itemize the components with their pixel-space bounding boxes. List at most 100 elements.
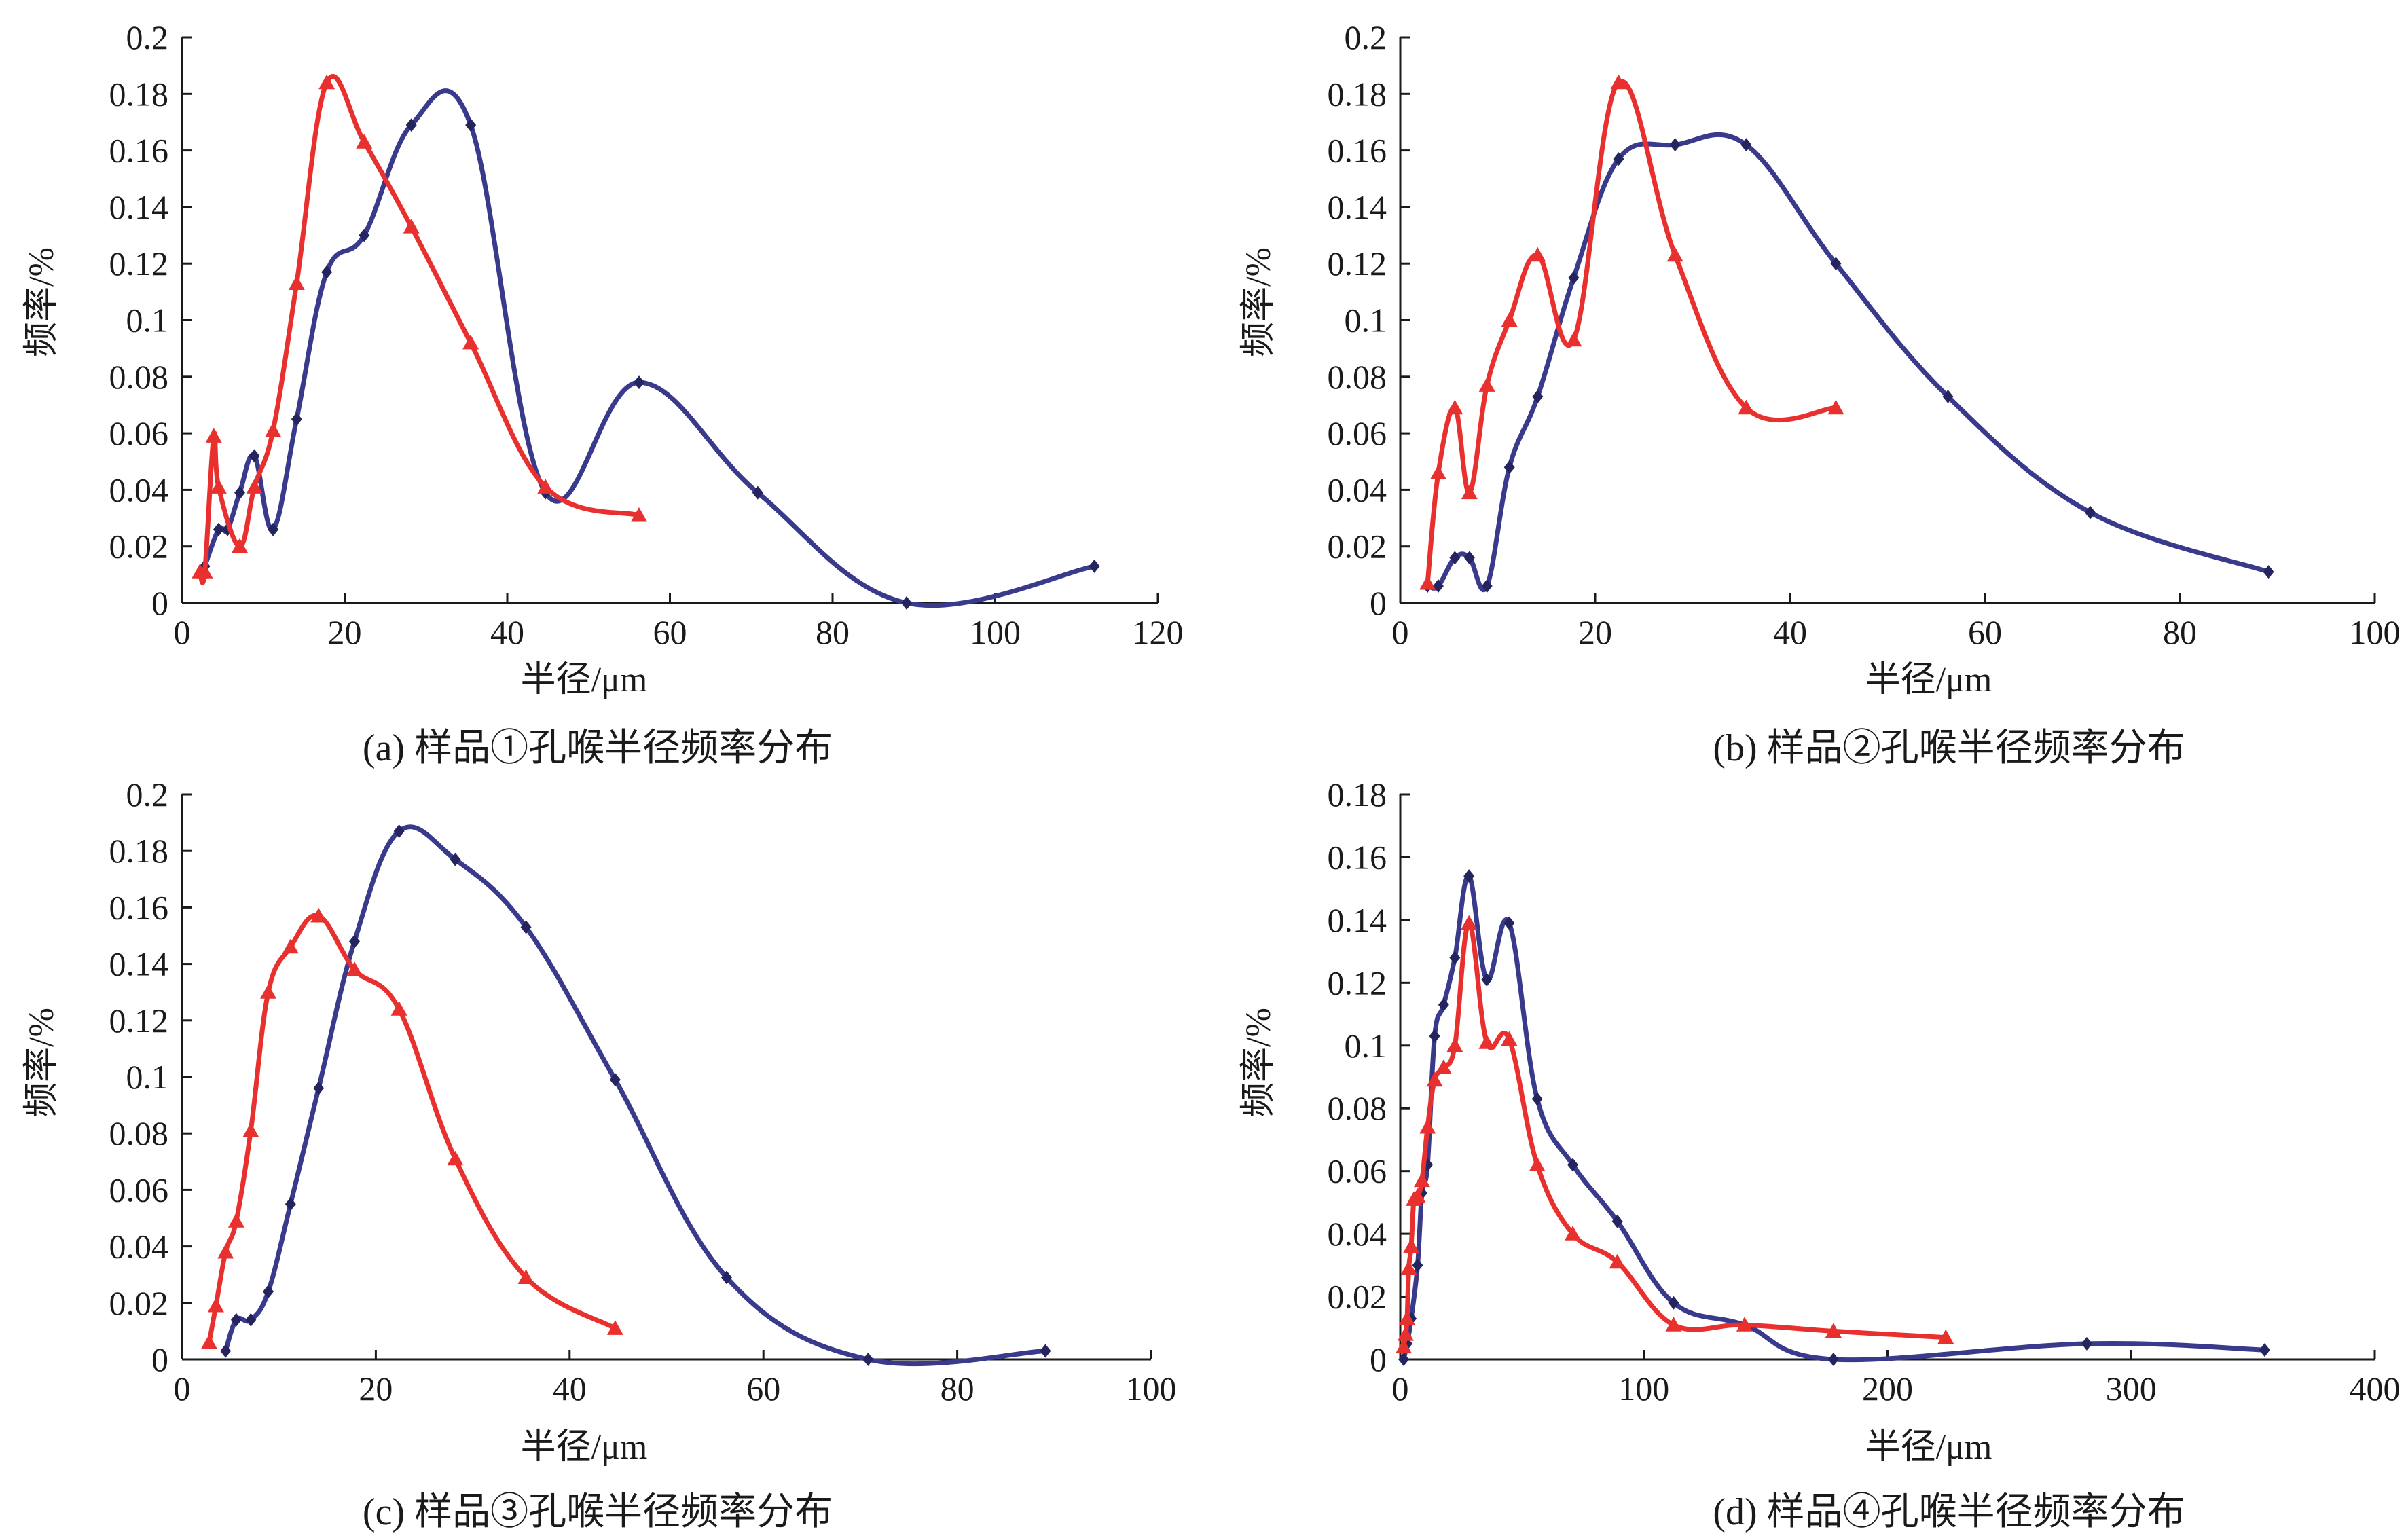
- x-tick-label: 20: [1578, 613, 1612, 651]
- x-tick-label: 200: [1862, 1370, 1913, 1408]
- data-point-diamond: [2263, 565, 2274, 579]
- x-tick-label: 100: [1618, 1370, 1669, 1408]
- y-tick-label: 0.06: [1328, 414, 1387, 452]
- data-point-diamond: [1568, 271, 1580, 285]
- data-point-triangle: [1409, 1188, 1426, 1203]
- data-point-triangle: [1825, 1323, 1842, 1338]
- data-point-triangle: [462, 334, 479, 350]
- data-point-triangle: [517, 1269, 534, 1284]
- data-point-triangle: [1403, 1238, 1420, 1253]
- data-point-triangle: [1501, 1031, 1518, 1046]
- y-tick-label: 0.02: [109, 1284, 169, 1322]
- data-point-triangle: [232, 538, 249, 553]
- data-point-diamond: [2259, 1343, 2270, 1357]
- panel-c-caption: (c) 样品③孔喉半径频率分布: [363, 1491, 833, 1533]
- panel-d-caption: (d) 样品④孔喉半径频率分布: [1713, 1491, 2185, 1533]
- data-point-triangle: [1529, 246, 1546, 262]
- data-point-diamond: [1827, 1353, 1839, 1366]
- panel-a-ylabel: 频率/%: [22, 247, 61, 357]
- data-point-diamond: [609, 1073, 621, 1087]
- data-point-diamond: [633, 375, 644, 390]
- x-tick-label: 120: [1133, 613, 1184, 651]
- x-tick-label: 0: [174, 1370, 191, 1408]
- y-tick-label: 0.08: [109, 358, 169, 396]
- data-point-triangle: [205, 428, 222, 443]
- data-point-triangle: [210, 479, 227, 494]
- y-tick-label: 0.1: [126, 1058, 169, 1096]
- y-tick-label: 0.14: [109, 945, 169, 983]
- data-point-diamond: [1432, 579, 1444, 593]
- data-point-triangle: [346, 961, 363, 976]
- series-line-red: [1401, 920, 1948, 1349]
- data-point-triangle: [242, 1122, 259, 1137]
- data-point-triangle: [1827, 399, 1844, 415]
- panel-a-caption: (a) 样品①孔喉半径频率分布: [363, 727, 833, 769]
- data-point-triangle: [1738, 399, 1755, 415]
- y-tick-label: 0.1: [126, 301, 169, 340]
- x-tick-label: 40: [1773, 613, 1807, 651]
- data-point-triangle: [1610, 74, 1627, 90]
- y-tick-label: 0.08: [1328, 1089, 1387, 1127]
- data-point-triangle: [403, 219, 420, 234]
- panel-c-ylabel: 频率/%: [22, 1008, 61, 1118]
- y-tick-label: 0.08: [1328, 358, 1387, 396]
- data-point-triangle: [1478, 1034, 1495, 1049]
- y-tick-label: 0.18: [1328, 775, 1387, 813]
- y-tick-label: 0.12: [1328, 244, 1387, 282]
- data-point-diamond: [1463, 869, 1475, 883]
- data-point-diamond: [1429, 1029, 1440, 1043]
- y-tick-label: 0.06: [109, 414, 169, 452]
- data-point-diamond: [1040, 1344, 1051, 1358]
- data-point-diamond: [220, 1344, 232, 1358]
- data-point-diamond: [450, 852, 461, 866]
- data-point-triangle: [1413, 1172, 1430, 1188]
- data-point-diamond: [321, 265, 333, 279]
- x-tick-label: 60: [653, 613, 687, 651]
- data-point-diamond: [1567, 1158, 1578, 1172]
- data-point-triangle: [207, 1297, 224, 1313]
- data-point-triangle: [537, 479, 554, 494]
- data-point-diamond: [1613, 152, 1624, 166]
- data-point-triangle: [630, 507, 647, 522]
- data-point-diamond: [313, 1081, 325, 1095]
- data-point-triangle: [1396, 1338, 1412, 1354]
- data-point-triangle: [1609, 1253, 1626, 1269]
- data-point-triangle: [1426, 1071, 1443, 1087]
- y-tick-label: 0.04: [109, 1228, 169, 1266]
- panel-b: (b) 样品②孔喉半径频率分布 半径/μm 频率/% 0 20 40 60 80 100 0…: [1239, 18, 2401, 769]
- data-point-diamond: [2081, 1336, 2092, 1351]
- data-point-diamond: [291, 412, 302, 426]
- data-point-triangle: [246, 479, 263, 494]
- data-point-diamond: [520, 920, 532, 934]
- y-tick-label: 0.1: [1345, 1027, 1387, 1065]
- panel-d-xlabel: 半径/μm: [1865, 1428, 1992, 1467]
- series-line-blue: [223, 824, 1048, 1367]
- x-tick-label: 100: [1126, 1370, 1177, 1408]
- x-tick-label: 100: [970, 613, 1021, 651]
- y-tick-label: 0.02: [1328, 528, 1387, 566]
- y-tick-label: 0.08: [109, 1114, 169, 1152]
- y-tick-label: 0.14: [1328, 901, 1387, 939]
- y-tick-label: 0.12: [1328, 964, 1387, 1002]
- data-point-diamond: [1438, 997, 1449, 1012]
- data-point-triangle: [1461, 915, 1478, 930]
- data-point-triangle: [1736, 1317, 1753, 1332]
- data-point-triangle: [1446, 399, 1463, 415]
- y-tick-label: 0.06: [109, 1171, 169, 1209]
- data-point-triangle: [356, 134, 373, 149]
- y-tick-label: 0.1: [1345, 301, 1387, 340]
- data-point-triangle: [318, 74, 335, 90]
- x-tick-label: 80: [2163, 613, 2197, 651]
- data-point-triangle: [1429, 464, 1446, 480]
- x-tick-label: 40: [553, 1370, 587, 1408]
- data-point-diamond: [465, 118, 477, 132]
- data-point-triangle: [447, 1150, 464, 1166]
- data-point-triangle: [227, 1213, 244, 1228]
- y-tick-label: 0.04: [1328, 471, 1387, 509]
- y-tick-label: 0.02: [1328, 1278, 1387, 1316]
- data-point-diamond: [349, 934, 361, 949]
- data-point-diamond: [263, 1285, 274, 1299]
- panel-b-xlabel: 半径/μm: [1865, 661, 1992, 699]
- y-tick-label: 0.16: [1328, 838, 1387, 876]
